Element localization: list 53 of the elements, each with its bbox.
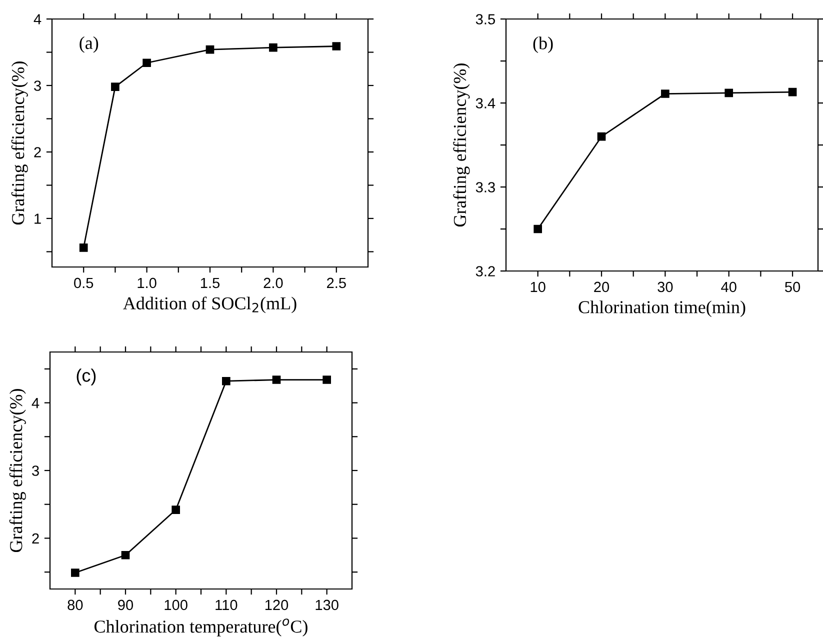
x-tick-label: 2.0: [264, 278, 283, 288]
point: [332, 42, 341, 50]
x-tick-label: 20: [594, 282, 610, 292]
y-tick-label: 2: [32, 533, 39, 544]
point: [534, 224, 542, 234]
x-tick-label: 130: [316, 600, 338, 610]
y-axis-title: Grafting efficiency(%): [9, 388, 26, 552]
y-axis-title: Grafting efficiency(%): [11, 61, 28, 225]
x-tick-label: 1.0: [138, 278, 156, 288]
point: [269, 43, 278, 52]
point: [724, 88, 734, 98]
x-tick-label: 80: [68, 600, 83, 610]
x-axis-title: Chlorination time(min): [578, 300, 746, 317]
y-tick-label: 3: [32, 466, 39, 476]
x-tick-label: 40: [721, 282, 736, 292]
y-tick-label: 3.2: [476, 266, 495, 276]
point: [71, 568, 80, 577]
y-tick-label: 3.3: [476, 182, 495, 192]
y-tick-label: 4: [34, 14, 42, 24]
point: [206, 45, 214, 54]
x-tick-label: 90: [118, 600, 134, 610]
point: [172, 506, 180, 514]
point: [661, 90, 670, 98]
x-tick-label: 2.5: [327, 278, 346, 288]
x-tick-label: 0.5: [74, 278, 94, 288]
annotation: (a): [80, 36, 98, 53]
point: [597, 132, 606, 141]
x-tick-label: 120: [265, 600, 288, 610]
y-axis-title: Grafting efficiency(%): [453, 63, 470, 227]
y-tick-label: 3.4: [476, 98, 496, 108]
point: [222, 376, 230, 386]
x-axis-title: Chlorination temperature($^{o}$C): [94, 618, 308, 636]
y-tick-label: 4: [32, 398, 40, 408]
point: [322, 376, 331, 384]
point: [121, 550, 130, 560]
x-tick-label: 10: [530, 282, 546, 292]
y-tick-label: 3: [34, 80, 41, 91]
y-tick-label: 2: [34, 147, 41, 158]
y-tick-label: 3.5: [476, 14, 495, 24]
annotation: (b): [533, 36, 553, 54]
point: [111, 82, 120, 91]
x-tick-label: 30: [658, 282, 673, 292]
x-tick-label: 100: [164, 600, 188, 610]
point: [142, 58, 151, 68]
point: [272, 376, 281, 384]
x-tick-label: 1.5: [200, 278, 220, 288]
x-tick-label: 50: [785, 282, 800, 292]
y-tick-label: 1: [34, 214, 41, 224]
x-tick-label: 110: [216, 600, 238, 610]
point: [788, 88, 797, 96]
annotation: (c): [76, 368, 96, 386]
x-axis-title: Addition of SOCl$_{2}$(mL): [123, 296, 296, 314]
point: [79, 244, 88, 252]
